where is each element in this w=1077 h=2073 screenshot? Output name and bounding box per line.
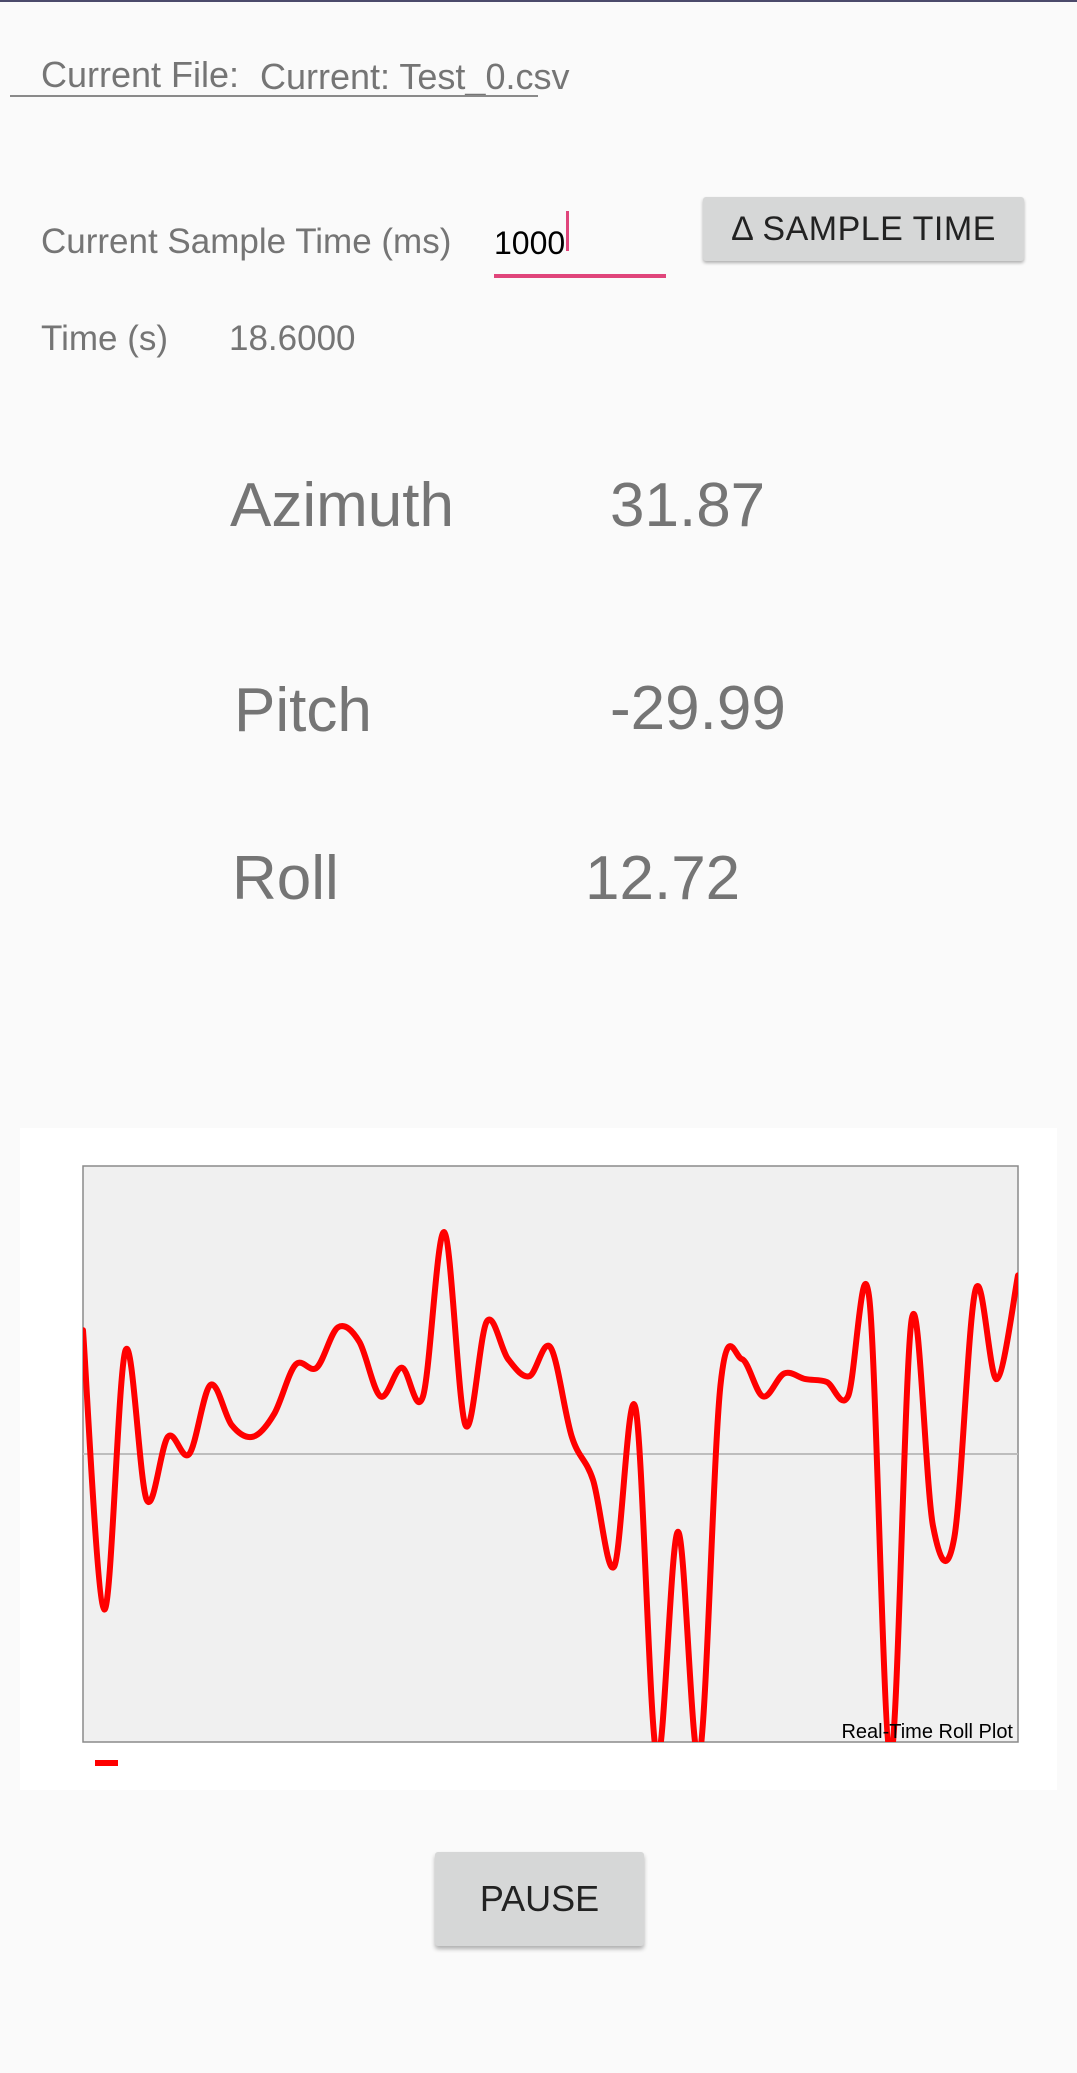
- chart-title: Real-Time Roll Plot: [841, 1721, 1013, 1743]
- pitch-value: -29.99: [610, 674, 786, 743]
- current-file-value: Current: Test_0.csv: [260, 56, 570, 97]
- azimuth-value: 31.87: [610, 471, 766, 540]
- pitch-label: Pitch: [234, 676, 372, 745]
- sample-time-input[interactable]: [494, 212, 666, 278]
- time-label: Time (s): [41, 319, 169, 358]
- sample-time-label: Current Sample Time (ms): [41, 222, 452, 261]
- legend-swatch: [95, 1760, 118, 1766]
- roll-label: Roll: [232, 844, 339, 913]
- text-cursor: [566, 211, 569, 251]
- time-value: 18.6000: [229, 319, 356, 358]
- azimuth-label: Azimuth: [230, 471, 454, 540]
- roll-value: 12.72: [585, 844, 741, 913]
- current-file-underline: [10, 95, 538, 97]
- change-sample-time-button[interactable]: Δ SAMPLE TIME: [703, 197, 1024, 261]
- pause-button[interactable]: PAUSE: [435, 1852, 644, 1946]
- roll-series-line: [83, 1229, 1018, 1742]
- roll-plot-card: Real-Time Roll Plot: [20, 1128, 1057, 1790]
- roll-plot: Real-Time Roll Plot: [82, 1165, 1019, 1766]
- status-divider: [0, 0, 1077, 2]
- current-file-label: Current File:: [41, 54, 240, 95]
